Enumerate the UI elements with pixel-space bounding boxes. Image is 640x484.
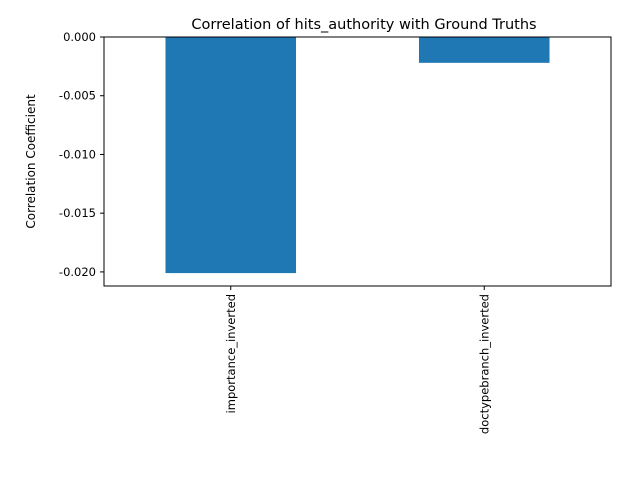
bar-doctypebranch-inverted	[418, 37, 550, 63]
bars-layer	[165, 37, 550, 274]
x-axis-ticks: importance_inverted doctypebranch_inverte…	[224, 286, 491, 434]
y-tick-label: -0.020	[59, 265, 96, 279]
y-tick-label: -0.015	[59, 206, 96, 220]
x-tick-label: importance_inverted	[224, 294, 238, 413]
y-axis-label: Correlation Coefficient	[24, 94, 38, 229]
y-tick-label: 0.000	[63, 30, 96, 44]
chart-title: Correlation of hits_authority with Groun…	[191, 17, 536, 33]
y-tick-label: -0.010	[59, 147, 96, 161]
plot-frame	[103, 36, 612, 287]
x-tick-label: doctypebranch_inverted	[477, 294, 491, 434]
y-axis-ticks: 0.000 -0.005 -0.010 -0.015 -0.020	[59, 30, 104, 279]
y-tick-label: -0.005	[59, 89, 96, 103]
bar-importance-inverted	[165, 37, 297, 274]
